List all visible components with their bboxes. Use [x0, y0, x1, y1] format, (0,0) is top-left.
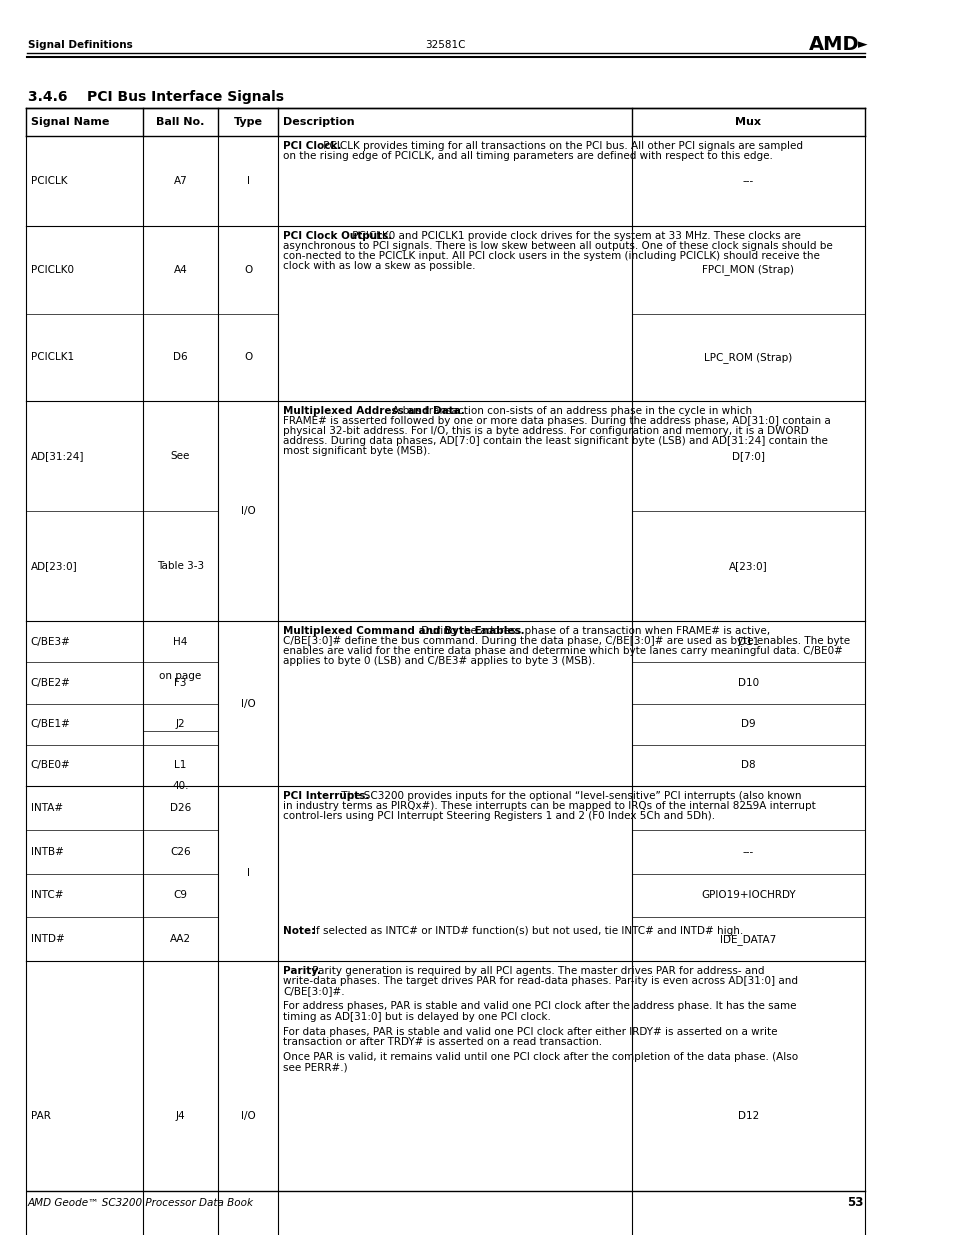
Text: timing as AD[31:0] but is delayed by one PCI clock.: timing as AD[31:0] but is delayed by one…	[283, 1011, 551, 1021]
Text: GPIO19+IOCHRDY: GPIO19+IOCHRDY	[700, 890, 795, 900]
Text: ---: ---	[742, 177, 753, 186]
Text: transaction or after TRDY# is asserted on a read transaction.: transaction or after TRDY# is asserted o…	[283, 1037, 601, 1047]
Text: D8: D8	[740, 761, 755, 771]
Text: I/O: I/O	[240, 1112, 255, 1121]
Text: PAR: PAR	[30, 1112, 51, 1121]
Text: C/BE1#: C/BE1#	[30, 719, 71, 729]
Text: D[7:0]: D[7:0]	[731, 451, 764, 461]
Text: see PERR#.): see PERR#.)	[283, 1062, 348, 1072]
Text: D12: D12	[737, 1112, 759, 1121]
Text: INTC#: INTC#	[30, 890, 63, 900]
Text: PCICLK1: PCICLK1	[30, 352, 74, 362]
Text: D10: D10	[737, 678, 759, 688]
Text: Parity generation is required by all PCI agents. The master drives PAR for addre: Parity generation is required by all PCI…	[309, 966, 763, 976]
Text: During the address phase of a transaction when FRAME# is active,: During the address phase of a transactio…	[417, 626, 769, 636]
Text: A bus transaction con-sists of an address phase in the cycle in which: A bus transaction con-sists of an addres…	[389, 406, 751, 416]
Text: Parity.: Parity.	[283, 966, 321, 976]
Text: 3.4.6    PCI Bus Interface Signals: 3.4.6 PCI Bus Interface Signals	[28, 90, 284, 104]
Text: J2: J2	[175, 719, 185, 729]
Text: F3: F3	[173, 678, 187, 688]
Text: O: O	[244, 264, 252, 274]
Text: PCI Clock Outputs.: PCI Clock Outputs.	[283, 231, 392, 241]
Text: C/BE[3:0]# define the bus command. During the data phase, C/BE[3:0]# are used as: C/BE[3:0]# define the bus command. Durin…	[283, 636, 849, 646]
Text: I/O: I/O	[240, 699, 255, 709]
Text: IDE_DATA7: IDE_DATA7	[720, 934, 776, 945]
Text: clock with as low a skew as possible.: clock with as low a skew as possible.	[283, 262, 476, 272]
Text: AMD: AMD	[808, 36, 859, 54]
Text: I/O: I/O	[240, 506, 255, 516]
Text: 32581C: 32581C	[425, 40, 465, 49]
Text: A7: A7	[173, 177, 187, 186]
Text: PCI Clock.: PCI Clock.	[283, 141, 341, 151]
Text: asynchronous to PCI signals. There is low skew between all outputs. One of these: asynchronous to PCI signals. There is lo…	[283, 241, 832, 251]
Text: in industry terms as PIRQx#). These interrupts can be mapped to IRQs of the inte: in industry terms as PIRQx#). These inte…	[283, 802, 815, 811]
Text: D6: D6	[172, 352, 188, 362]
Text: Mux: Mux	[735, 117, 760, 127]
Text: Table 3-3: Table 3-3	[156, 561, 204, 571]
Text: A4: A4	[173, 264, 187, 274]
Text: D11: D11	[737, 636, 759, 647]
Text: PCICLK provides timing for all transactions on the PCI bus. All other PCI signal: PCICLK provides timing for all transacti…	[319, 141, 801, 151]
Text: PCI Interrupts.: PCI Interrupts.	[283, 790, 369, 802]
Text: on page: on page	[159, 671, 201, 680]
Text: control-lers using PCI Interrupt Steering Registers 1 and 2 (F0 Index 5Ch and 5D: control-lers using PCI Interrupt Steerin…	[283, 811, 715, 821]
Text: INTD#: INTD#	[30, 934, 65, 944]
Text: enables are valid for the entire data phase and determine which byte lanes carry: enables are valid for the entire data ph…	[283, 646, 842, 656]
Text: PCICLK: PCICLK	[30, 177, 68, 186]
Text: C/BE3#: C/BE3#	[30, 636, 71, 647]
Text: I: I	[246, 868, 250, 878]
Text: C/BE2#: C/BE2#	[30, 678, 71, 688]
Text: LPC_ROM (Strap): LPC_ROM (Strap)	[703, 352, 792, 363]
Text: I: I	[246, 177, 250, 186]
Text: Ball No.: Ball No.	[156, 117, 204, 127]
Text: O: O	[244, 352, 252, 362]
Text: INTB#: INTB#	[30, 847, 64, 857]
Text: PCICLK0: PCICLK0	[30, 264, 73, 274]
Text: ►: ►	[857, 38, 866, 52]
Text: See: See	[171, 451, 190, 461]
Text: Note:: Note:	[283, 926, 315, 936]
Text: C9: C9	[173, 890, 187, 900]
Text: D9: D9	[740, 719, 755, 729]
Text: C/BE0#: C/BE0#	[30, 761, 71, 771]
Text: AMD Geode™ SC3200 Processor Data Book: AMD Geode™ SC3200 Processor Data Book	[28, 1198, 253, 1208]
Text: on the rising edge of PCICLK, and all timing parameters are defined with respect: on the rising edge of PCICLK, and all ti…	[283, 151, 772, 161]
Text: L1: L1	[174, 761, 187, 771]
Text: INTA#: INTA#	[30, 803, 63, 813]
Text: Description: Description	[283, 117, 355, 127]
Text: FRAME# is asserted followed by one or more data phases. During the address phase: FRAME# is asserted followed by one or mo…	[283, 416, 830, 426]
Text: A[23:0]: A[23:0]	[728, 561, 767, 571]
Text: physical 32-bit address. For I/O, this is a byte address. For configuration and : physical 32-bit address. For I/O, this i…	[283, 426, 808, 436]
Text: AA2: AA2	[170, 934, 191, 944]
Text: C/BE[3:0]#.: C/BE[3:0]#.	[283, 987, 344, 997]
Text: Multiplexed Address and Data.: Multiplexed Address and Data.	[283, 406, 464, 416]
Text: applies to byte 0 (LSB) and C/BE3# applies to byte 3 (MSB).: applies to byte 0 (LSB) and C/BE3# appli…	[283, 656, 595, 667]
Text: H4: H4	[172, 636, 188, 647]
Text: PCICLK0 and PCICLK1 provide clock drives for the system at 33 MHz. These clocks : PCICLK0 and PCICLK1 provide clock drives…	[349, 231, 800, 241]
Text: Type: Type	[233, 117, 262, 127]
Text: write-data phases. The target drives PAR for read-data phases. Par-ity is even a: write-data phases. The target drives PAR…	[283, 976, 798, 986]
Text: ---: ---	[742, 803, 753, 813]
Text: Signal Name: Signal Name	[30, 117, 109, 127]
Text: Signal Definitions: Signal Definitions	[28, 40, 132, 49]
Text: AD[31:24]: AD[31:24]	[30, 451, 84, 461]
Text: J4: J4	[175, 1112, 185, 1121]
Text: For data phases, PAR is stable and valid one PCI clock after either IRDY# is ass: For data phases, PAR is stable and valid…	[283, 1026, 777, 1036]
Text: most significant byte (MSB).: most significant byte (MSB).	[283, 447, 430, 457]
Text: AD[23:0]: AD[23:0]	[30, 561, 77, 571]
Text: 40.: 40.	[172, 781, 189, 790]
Text: 53: 53	[846, 1197, 862, 1209]
Text: If selected as INTC# or INTD# function(s) but not used, tie INTC# and INTD# high: If selected as INTC# or INTD# function(s…	[313, 926, 742, 936]
Text: ---: ---	[742, 847, 753, 857]
Text: Once PAR is valid, it remains valid until one PCI clock after the completion of : Once PAR is valid, it remains valid unti…	[283, 1052, 798, 1062]
Text: Multiplexed Command and Byte Enables.: Multiplexed Command and Byte Enables.	[283, 626, 524, 636]
Text: con-nected to the PCICLK input. All PCI clock users in the system (including PCI: con-nected to the PCICLK input. All PCI …	[283, 251, 820, 262]
Text: For address phases, PAR is stable and valid one PCI clock after the address phas: For address phases, PAR is stable and va…	[283, 1002, 796, 1011]
Text: The SC3200 provides inputs for the optional “level-sensitive” PCI interrupts (al: The SC3200 provides inputs for the optio…	[337, 790, 801, 802]
Text: C26: C26	[170, 847, 191, 857]
Text: FPCI_MON (Strap): FPCI_MON (Strap)	[701, 264, 794, 275]
Text: address. During data phases, AD[7:0] contain the least significant byte (LSB) an: address. During data phases, AD[7:0] con…	[283, 436, 827, 446]
Text: D26: D26	[170, 803, 191, 813]
